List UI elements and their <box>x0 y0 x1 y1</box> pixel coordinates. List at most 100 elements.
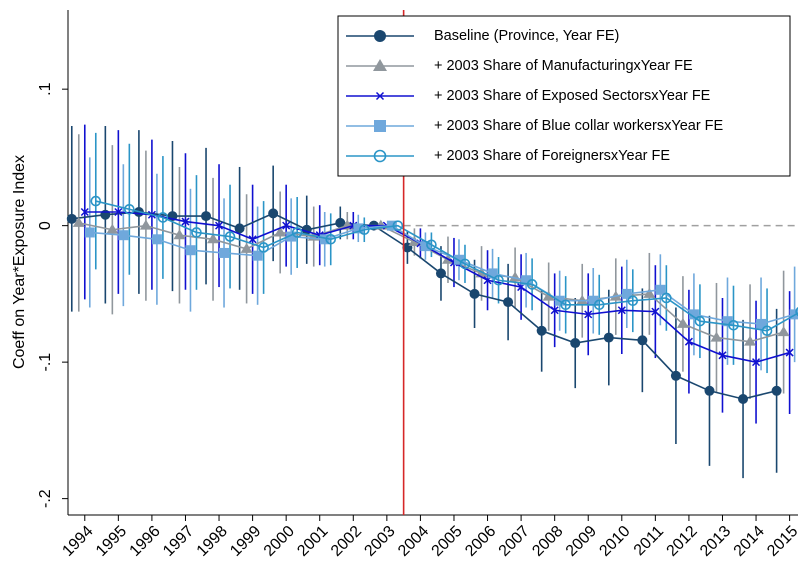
marker <box>761 325 773 337</box>
x-tick-label: 2012 <box>664 523 701 560</box>
marker <box>224 231 236 242</box>
x-tick-label: 2010 <box>596 523 633 560</box>
marker <box>684 337 693 346</box>
x-tick-label: 1995 <box>93 523 130 560</box>
series-line <box>71 211 777 400</box>
marker <box>643 287 656 298</box>
legend-label: + 2003 Share of ForeignersxYear FE <box>434 148 670 164</box>
legend: Baseline (Province, Year FE) + 2003 Share… <box>337 15 791 177</box>
marker <box>80 207 89 217</box>
marker <box>744 335 757 346</box>
marker <box>66 213 77 224</box>
legend-marker <box>373 59 387 71</box>
marker <box>268 208 279 219</box>
y-tick-label: -.2 <box>37 489 54 508</box>
y-tick-label: 0 <box>37 221 54 230</box>
marker <box>526 279 538 290</box>
marker <box>503 297 514 308</box>
marker <box>710 331 723 342</box>
marker <box>72 216 85 227</box>
marker <box>661 292 672 304</box>
marker <box>459 258 471 270</box>
marker <box>335 217 346 228</box>
marker <box>426 239 437 251</box>
marker <box>738 393 749 404</box>
legend-label: + 2003 Share of Exposed SectorsxYear FE <box>434 88 711 104</box>
x-tick-label: 2003 <box>361 523 398 560</box>
marker <box>655 284 666 295</box>
marker <box>718 351 727 360</box>
x-tick-label: 2009 <box>563 523 600 560</box>
marker <box>353 223 364 234</box>
marker <box>325 233 337 245</box>
marker <box>542 290 555 301</box>
marker <box>215 221 224 230</box>
marker <box>560 299 571 311</box>
marker <box>487 268 498 279</box>
marker <box>274 226 287 237</box>
marker <box>181 217 190 226</box>
marker <box>493 274 504 286</box>
marker <box>676 317 689 328</box>
marker <box>670 370 681 381</box>
y-tick-label: .1 <box>37 82 54 95</box>
marker <box>435 268 446 279</box>
x-tick-label: 2004 <box>395 523 432 560</box>
marker <box>157 212 169 223</box>
x-tick-label: 2005 <box>429 523 466 560</box>
marker <box>248 235 257 244</box>
marker <box>722 316 733 327</box>
x-tick-label: 1999 <box>227 523 264 560</box>
legend-label: Baseline (Province, Year FE) <box>434 28 619 44</box>
marker <box>617 306 626 315</box>
series-line <box>95 200 798 332</box>
marker <box>576 294 589 305</box>
marker <box>139 219 152 230</box>
marker <box>319 234 330 245</box>
marker <box>789 309 798 320</box>
y-axis-label: Coeff on Year*Exposure Index <box>11 155 28 369</box>
marker <box>84 227 95 238</box>
x-tick-label: 1998 <box>194 523 231 560</box>
marker <box>114 207 123 217</box>
marker <box>252 250 263 261</box>
x-tick-label: 2000 <box>261 523 298 560</box>
x-tick-label: 2002 <box>328 523 365 560</box>
legend-label: + 2003 Share of Blue collar workersxYear… <box>434 118 724 134</box>
marker <box>550 306 559 315</box>
x-tick-label: 2013 <box>697 523 734 560</box>
legend-label: + 2003 Share of ManufacturingxYear FE <box>434 58 693 74</box>
marker <box>258 242 269 253</box>
x-tick-label: 1994 <box>59 523 96 560</box>
marker <box>704 385 715 396</box>
marker <box>756 318 767 329</box>
x-tick-label: 1997 <box>160 523 197 560</box>
marker <box>777 326 790 337</box>
marker <box>469 288 480 299</box>
legend-marker <box>374 120 386 132</box>
marker <box>651 307 660 316</box>
marker <box>420 241 431 252</box>
marker <box>536 325 547 336</box>
marker <box>282 221 291 230</box>
marker <box>392 220 404 231</box>
marker <box>219 247 230 258</box>
marker <box>207 233 220 244</box>
marker <box>90 195 102 207</box>
legend-marker <box>375 91 385 101</box>
marker <box>173 229 186 240</box>
marker <box>185 245 196 256</box>
marker <box>593 299 605 311</box>
marker <box>584 310 593 319</box>
x-tick-label: 2008 <box>529 523 566 560</box>
marker <box>124 203 135 215</box>
marker <box>752 358 761 367</box>
marker <box>358 224 370 236</box>
marker <box>771 385 782 396</box>
marker <box>621 288 632 299</box>
marker <box>588 295 599 306</box>
legend-marker <box>373 149 387 163</box>
marker <box>785 348 794 357</box>
marker <box>521 275 532 286</box>
